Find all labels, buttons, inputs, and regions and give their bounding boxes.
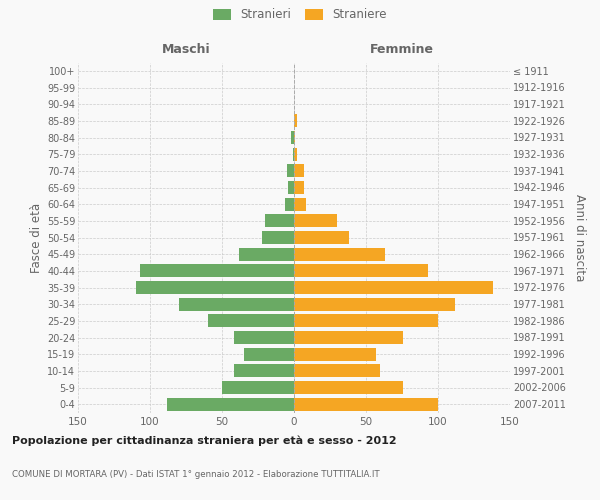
Bar (140, 264, 294, 278)
Bar (293, 148, 294, 160)
Bar (262, 231, 294, 244)
Bar (136, 281, 294, 294)
Bar (287, 164, 294, 177)
Bar (294, 214, 337, 228)
Bar (294, 114, 297, 128)
Bar (294, 331, 403, 344)
Bar (239, 248, 294, 260)
Bar (294, 314, 438, 328)
Bar (294, 181, 304, 194)
Bar (208, 314, 294, 328)
Bar (294, 131, 295, 144)
Bar (294, 248, 385, 260)
Bar (294, 381, 403, 394)
Bar (288, 181, 294, 194)
Bar (265, 214, 294, 228)
Bar (294, 164, 304, 177)
Bar (294, 281, 493, 294)
Bar (286, 198, 294, 210)
Text: Femmine: Femmine (370, 43, 434, 56)
Bar (222, 381, 294, 394)
Bar (233, 364, 294, 378)
Bar (179, 298, 294, 310)
Y-axis label: Anni di nascita: Anni di nascita (572, 194, 586, 281)
Bar (294, 364, 380, 378)
Text: COMUNE DI MORTARA (PV) - Dati ISTAT 1° gennaio 2012 - Elaborazione TUTTITALIA.IT: COMUNE DI MORTARA (PV) - Dati ISTAT 1° g… (12, 470, 380, 479)
Bar (233, 331, 294, 344)
Bar (294, 148, 297, 160)
Y-axis label: Fasce di età: Fasce di età (29, 202, 43, 272)
Bar (294, 298, 455, 310)
Bar (294, 264, 428, 278)
Bar (294, 398, 438, 410)
Legend: Stranieri, Straniere: Stranieri, Straniere (211, 6, 389, 24)
Bar (294, 198, 305, 210)
Bar (294, 348, 376, 360)
Bar (167, 398, 294, 410)
Bar (291, 131, 294, 144)
Bar (294, 231, 349, 244)
Bar (244, 348, 294, 360)
Text: Popolazione per cittadinanza straniera per età e sesso - 2012: Popolazione per cittadinanza straniera p… (12, 435, 397, 446)
Text: Maschi: Maschi (161, 43, 211, 56)
